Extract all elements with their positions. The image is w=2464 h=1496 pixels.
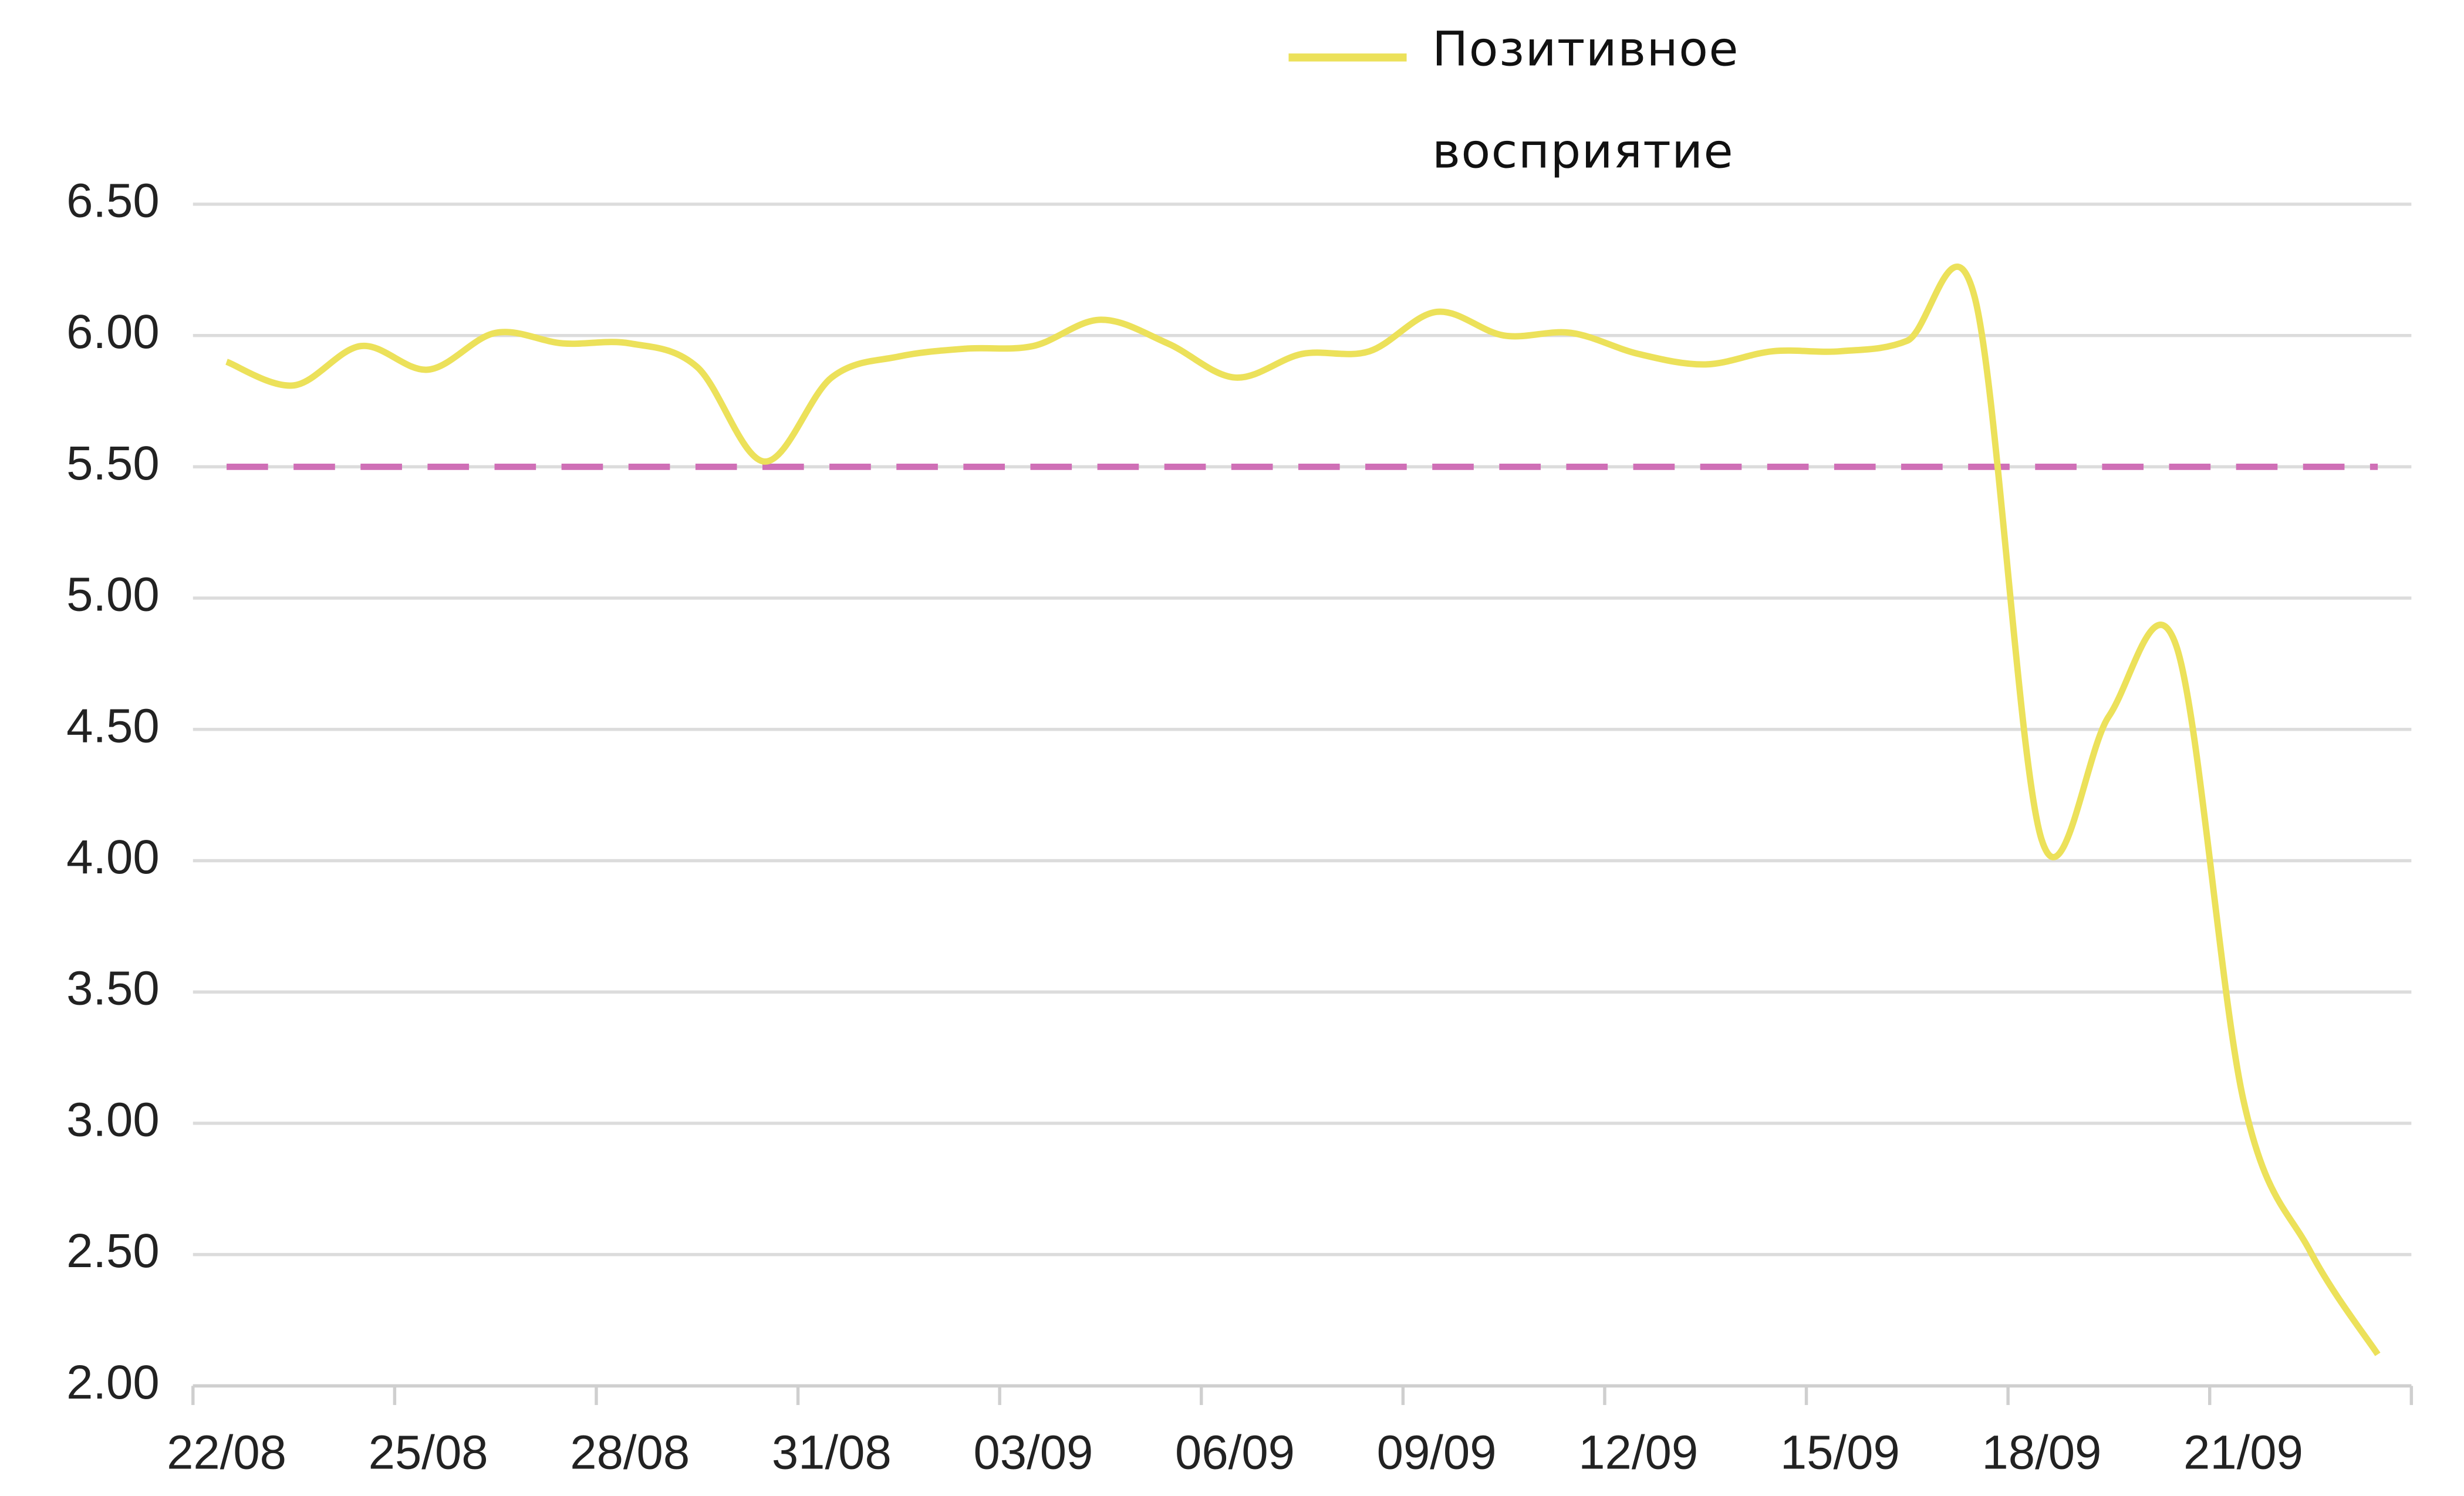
y-tick-label: 3.00 bbox=[66, 1093, 160, 1146]
x-tick-label: 28/08 bbox=[570, 1426, 690, 1479]
x-tick-label: 12/09 bbox=[1578, 1426, 1698, 1479]
x-tick-label: 18/09 bbox=[1982, 1426, 2101, 1479]
y-tick-label: 4.50 bbox=[66, 699, 160, 752]
data-line bbox=[225, 264, 2381, 1356]
y-tick-label: 6.00 bbox=[66, 305, 160, 359]
x-tick-label: 31/08 bbox=[772, 1426, 892, 1479]
y-tick-label: 6.50 bbox=[66, 174, 160, 227]
x-tick-label: 09/09 bbox=[1377, 1426, 1497, 1479]
y-tick-label: 2.50 bbox=[66, 1224, 160, 1278]
x-tick-label: 06/09 bbox=[1175, 1426, 1295, 1479]
y-tick-label: 3.50 bbox=[66, 962, 160, 1015]
y-tick-label: 5.50 bbox=[66, 437, 160, 490]
x-tick-label: 15/09 bbox=[1780, 1426, 1900, 1479]
x-tick-label: 25/08 bbox=[369, 1426, 488, 1479]
x-tick-label: 22/08 bbox=[167, 1426, 286, 1479]
legend-label: Позитивное восприятие bbox=[1432, 22, 1739, 181]
legend-label-box: Позитивное восприятие bbox=[1432, 22, 1739, 181]
y-tick-label: 4.00 bbox=[66, 830, 160, 884]
y-tick-label: 2.00 bbox=[66, 1356, 160, 1409]
x-tick-label: 03/09 bbox=[973, 1426, 1093, 1479]
x-tick-label: 21/09 bbox=[2183, 1426, 2303, 1479]
y-tick-label: 5.00 bbox=[66, 568, 160, 622]
